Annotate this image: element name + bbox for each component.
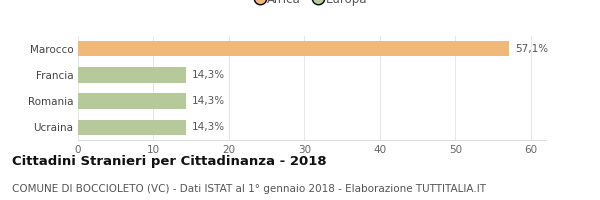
Text: COMUNE DI BOCCIOLETO (VC) - Dati ISTAT al 1° gennaio 2018 - Elaborazione TUTTITA: COMUNE DI BOCCIOLETO (VC) - Dati ISTAT a… (12, 184, 486, 194)
Text: 14,3%: 14,3% (192, 122, 225, 132)
Bar (78, 41, 509, 56)
Bar (78, 67, 186, 83)
Bar (78, 93, 186, 109)
Text: 14,3%: 14,3% (192, 96, 225, 106)
Bar (78, 120, 186, 135)
Text: 57,1%: 57,1% (515, 44, 548, 54)
Legend: Africa, Europa: Africa, Europa (252, 0, 372, 10)
Text: Cittadini Stranieri per Cittadinanza - 2018: Cittadini Stranieri per Cittadinanza - 2… (12, 155, 326, 168)
Text: 14,3%: 14,3% (192, 70, 225, 80)
